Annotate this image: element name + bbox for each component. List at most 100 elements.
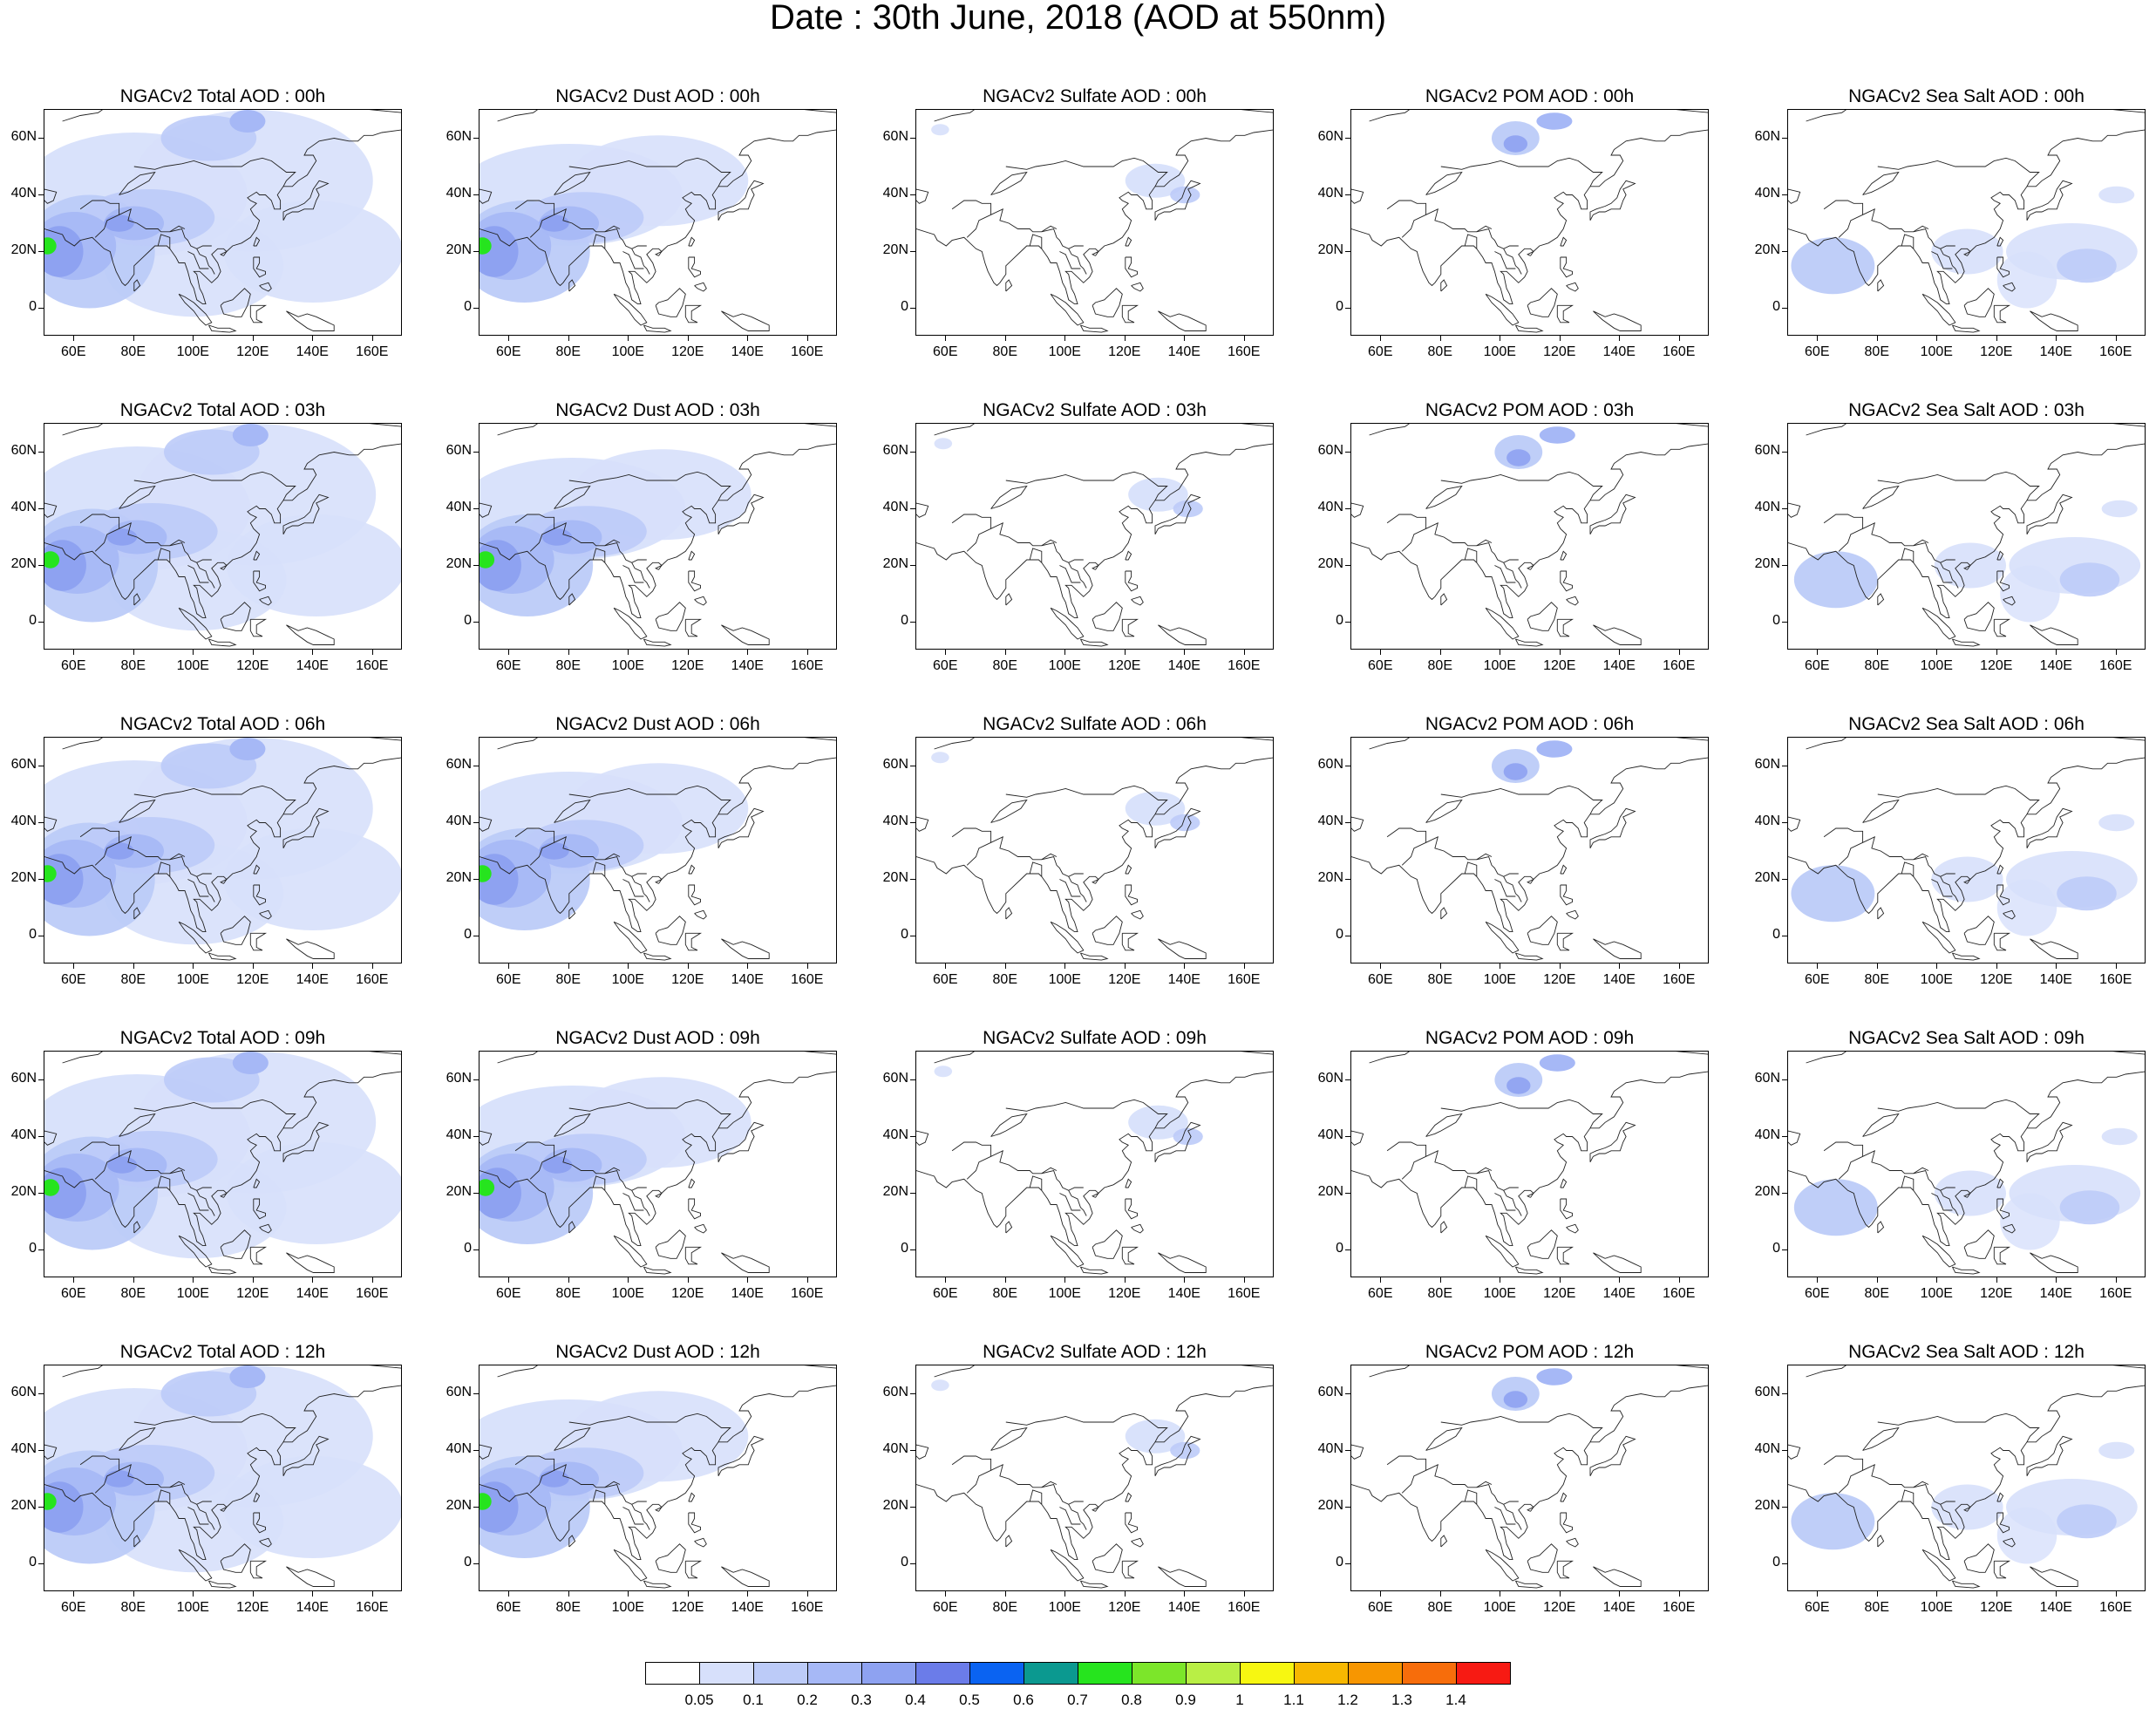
map-frame [44,109,402,336]
aod-field-map [1351,1365,1708,1589]
x-tick-mark [133,650,134,655]
x-tick-mark [73,963,75,969]
aod-shading-region [2000,1193,2060,1250]
coastline [1092,916,1123,945]
colorbar-swatch [861,1662,916,1685]
map-panel-pom-2: NGACv2 POM AOD : 06h 60N 40N 20N 0 60E 80E 100E… [1318,714,1709,987]
coastline [1494,1193,1516,1211]
map-panel-total-0: NGACv2 Total AOD : 00h 60N 40N 20N 0 60E 80E 10… [11,86,402,359]
y-tick-label: 20N [882,1497,908,1513]
x-tick-mark [568,336,569,341]
x-tick-mark [747,650,749,655]
coastline [1788,443,2145,619]
x-tick-label: 140E [1602,658,1636,673]
coastline [169,1481,186,1488]
coastline [479,757,836,933]
coastline [1952,1266,1981,1275]
x-tick-label: 140E [731,658,764,673]
aod-shading-region [479,1481,519,1533]
colorbar-swatch [915,1662,970,1685]
aod-shading-region [1125,791,1186,826]
coastline [1041,853,1058,861]
coastline [1351,1071,1708,1247]
y-tick-mark [910,1135,915,1137]
colorbar-label: 0.7 [1067,1692,1088,1708]
y-tick-label: 0 [464,298,472,314]
coastline [1901,861,1915,877]
coastline [1125,1198,1138,1220]
coastline [286,624,335,645]
coastline [1556,1246,1574,1265]
y-tick-label: 0 [1772,612,1780,628]
x-tick-label: 60E [1805,344,1830,359]
x-tick-label: 140E [1167,972,1200,987]
coastline [1527,602,1558,631]
x-tick-label: 60E [61,344,86,359]
coastline [187,1193,209,1211]
coastline [1862,1426,1900,1451]
coastline [1485,1235,1520,1268]
coastline [220,250,228,256]
x-tick-label: 60E [1368,344,1393,359]
y-tick-label: 60N [445,1384,472,1399]
coastline [1386,1141,1427,1180]
aod-shading-region [44,854,84,905]
x-tick-label: 140E [1167,658,1200,673]
aod-shading-region [2098,1441,2135,1460]
coastline [1425,521,1519,563]
x-tick-mark [568,1591,569,1597]
coastline [655,602,686,631]
coastline [79,1455,120,1494]
coastline [253,236,261,247]
x-tick-mark [252,1591,254,1597]
coastline [1556,932,1574,951]
colorbar-swatch [1348,1662,1403,1685]
x-tick-mark [568,1277,569,1283]
aod-shading-region [1506,1077,1531,1094]
coastline [1485,607,1520,640]
coastline [916,1130,929,1146]
aod-shading-region [44,1481,84,1533]
coastline [133,593,141,606]
x-tick-mark [193,336,194,341]
coastline [1494,879,1516,897]
coastline [916,443,1273,619]
x-tick-mark [1004,963,1006,969]
aod-shading-region [934,1066,953,1078]
aod-shading-region [2057,249,2117,283]
y-tick-mark [473,1563,479,1564]
colorbar-label: 0.5 [959,1692,980,1708]
x-tick-mark [1184,963,1186,969]
coastline [1593,624,1642,645]
coastline [178,607,213,640]
x-tick-label: 120E [1980,1286,2013,1301]
coastline [1788,1071,2145,1247]
x-tick-label: 60E [496,1600,521,1615]
coastline [1963,1192,1972,1198]
y-tick-label: 0 [901,926,908,942]
x-tick-mark [2056,963,2057,969]
colorbar-swatch [645,1662,700,1685]
y-tick-mark [910,1449,915,1451]
x-tick-label: 80E [555,344,581,359]
aod-field-map [44,1052,401,1275]
coastline [44,1130,58,1146]
coastline [1121,304,1139,323]
coastline [1566,1537,1579,1548]
x-tick-mark [806,963,808,969]
aod-field-map [916,1365,1273,1589]
coastline [1952,638,1981,647]
coastline [1485,293,1520,326]
coastline [1041,225,1058,233]
aod-shading-region [1539,1054,1575,1072]
coastline [1059,1507,1081,1525]
coastline [1877,1535,1885,1548]
coastline [1931,1507,1953,1525]
coastline [196,249,215,275]
coastline [220,288,251,317]
coastline [1566,596,1579,606]
x-tick-label: 60E [1805,1600,1830,1615]
coastline [721,310,770,331]
x-tick-mark [687,650,689,655]
colorbar-swatch [753,1662,808,1685]
